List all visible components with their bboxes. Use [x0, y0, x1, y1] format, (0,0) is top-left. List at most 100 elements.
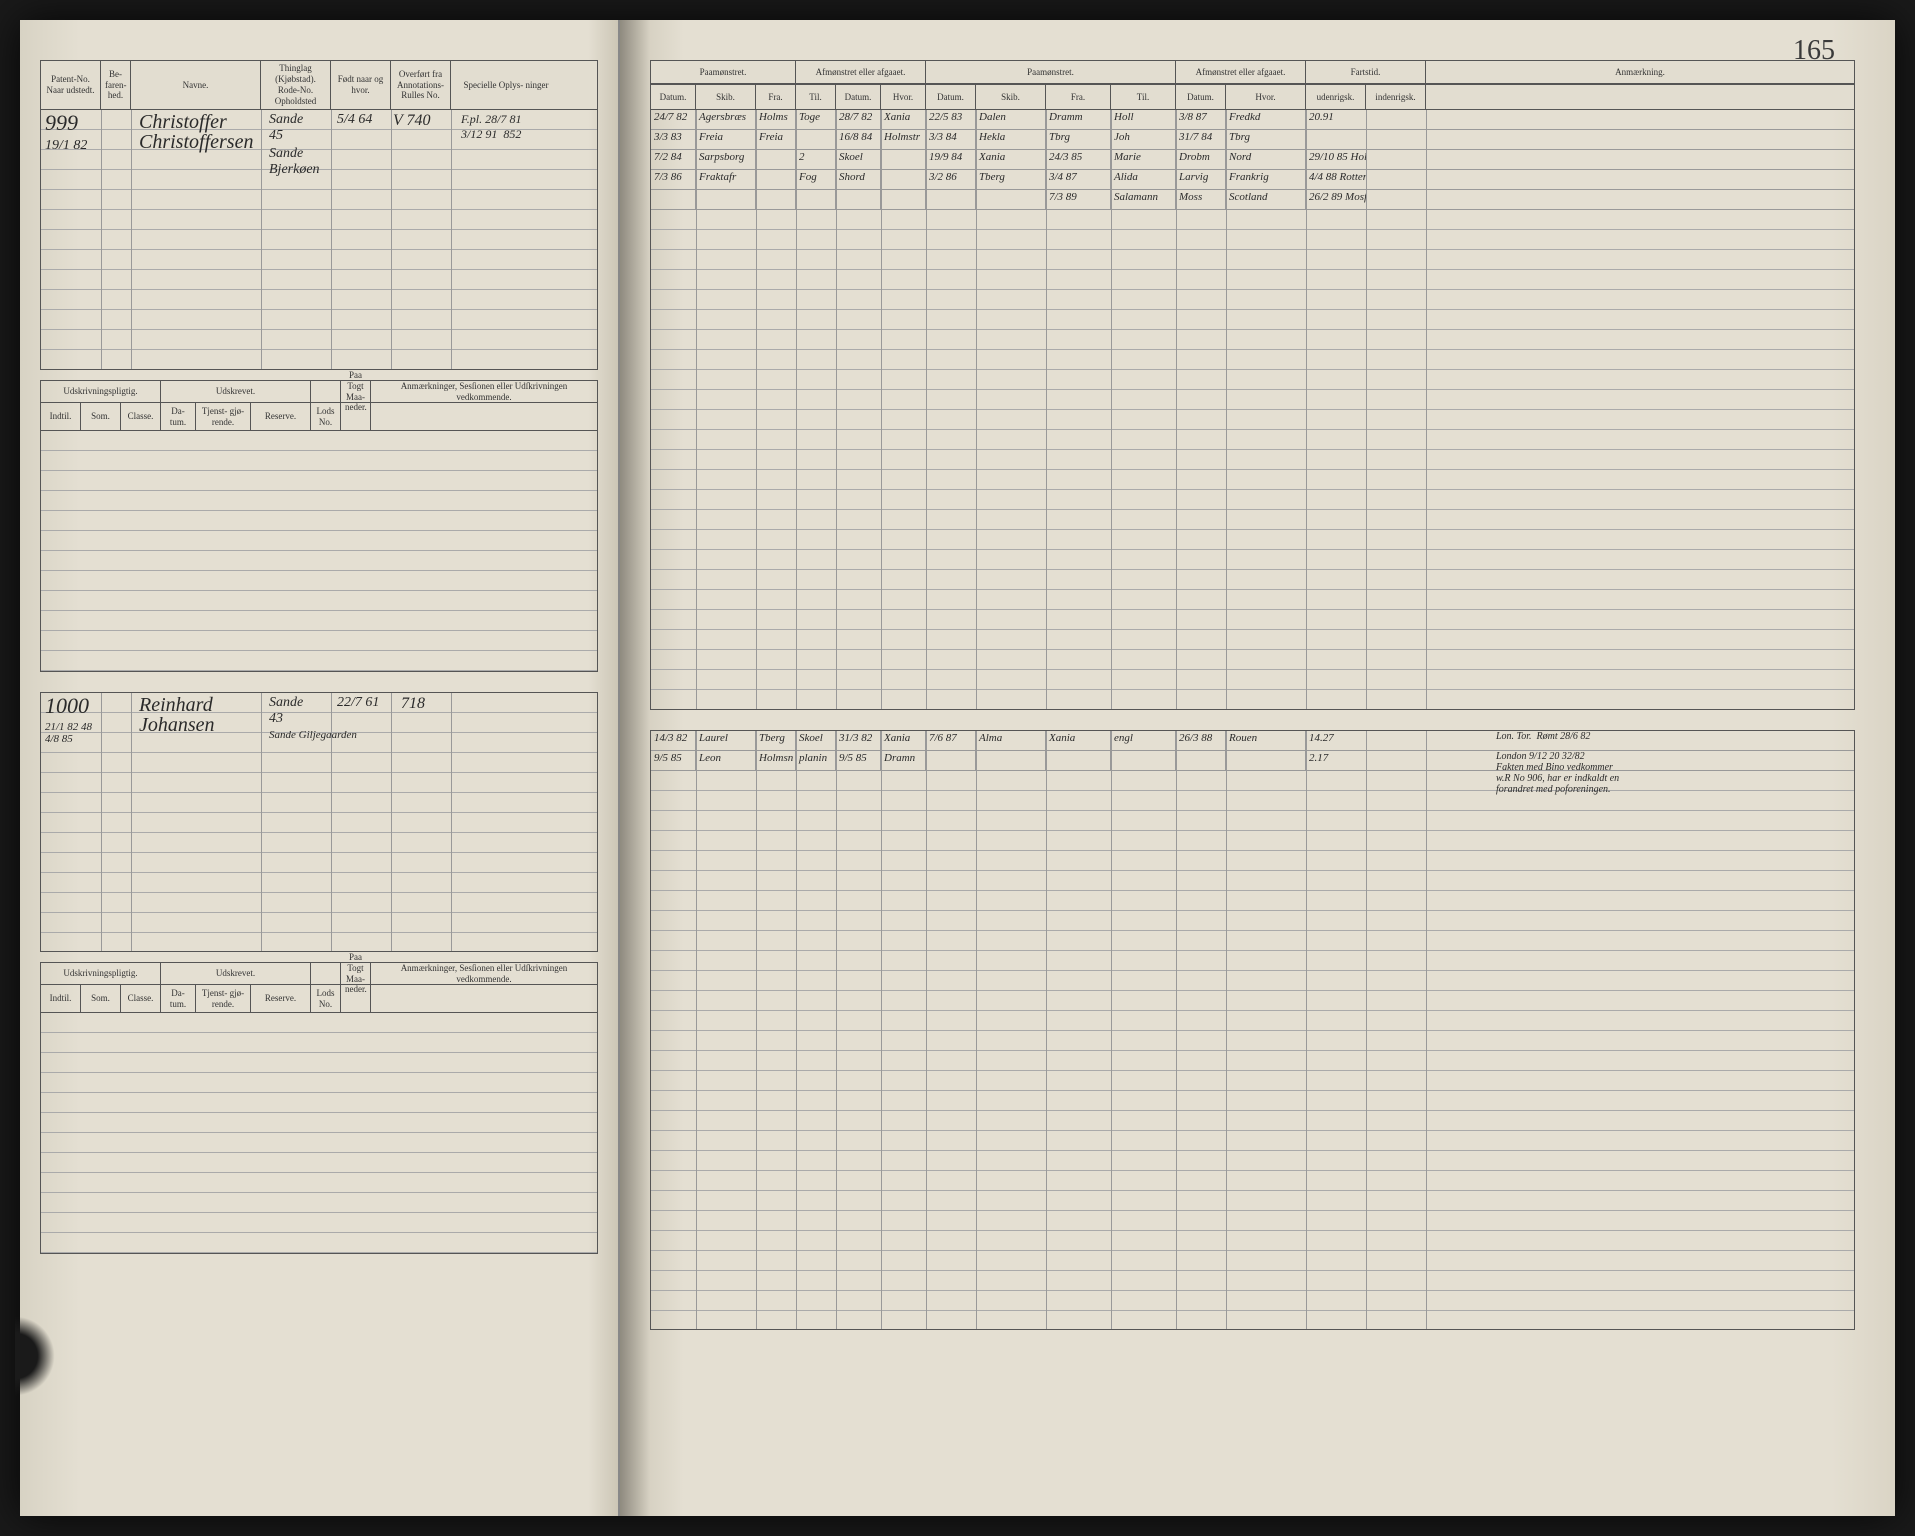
- table-cell: 31/3 82: [836, 731, 881, 750]
- table-cell: Joh: [1111, 130, 1176, 149]
- table-cell: Leon: [696, 751, 756, 770]
- hdr-r-uden: udenrigsk.: [1306, 85, 1366, 109]
- table-cell: 3/4 87: [1046, 170, 1111, 189]
- table-cell: 7/3 89: [1046, 190, 1111, 209]
- table-cell: 2.17: [1306, 751, 1366, 770]
- table-cell: 20.91: [1306, 110, 1366, 129]
- table-cell: Tbrg: [1226, 130, 1306, 149]
- hdr-afmonstret2: Afmønstret eller afgaaet.: [1176, 61, 1306, 83]
- table-cell: Sarpsborg: [696, 150, 756, 169]
- table-cell: Dramn: [881, 751, 926, 770]
- lower-right-section: 14/3 82LaurelTbergSkoel31/3 82Xania7/6 8…: [650, 730, 1855, 1330]
- birthplace-1000: Sande Giljegaarden: [269, 729, 357, 741]
- sub-data-1: [41, 431, 597, 671]
- table-cell: [926, 751, 976, 770]
- left-page: Patent-No. Naar udstedt. Be- faren- hed.…: [20, 20, 620, 1516]
- table-cell: Toge: [796, 110, 836, 129]
- header-row-right-top: Paamønstret. Afmønstret eller afgaaet. P…: [650, 60, 1855, 84]
- table-cell: [696, 190, 756, 209]
- header-row-right-sub: Datum. Skib. Fra. Til. Datum. Hvor. Datu…: [650, 84, 1855, 110]
- table-cell: Holmsn: [756, 751, 796, 770]
- hdr-classe2: Classe.: [121, 985, 161, 1012]
- date-999: 19/1 82: [45, 138, 87, 154]
- hdr-r-datum3: Datum.: [926, 85, 976, 109]
- table-cell: [926, 190, 976, 209]
- data-area-1000: 1000 21/1 82 48 4/8 85 Reinhard Johansen…: [40, 692, 598, 952]
- table-cell: 24/7 82: [651, 110, 696, 129]
- table-cell: [836, 190, 881, 209]
- table-cell: Shord: [836, 170, 881, 189]
- table-cell: [756, 190, 796, 209]
- table-cell: Nord: [1226, 150, 1306, 169]
- header-row-left: Patent-No. Naar udstedt. Be- faren- hed.…: [40, 60, 598, 110]
- hdr-specielle: Specielle Oplys- ninger: [451, 61, 561, 109]
- hdr-classe: Classe.: [121, 403, 161, 430]
- table-cell: 9/5 85: [651, 751, 696, 770]
- table-cell: Scotland: [1226, 190, 1306, 209]
- table-cell: Salamann: [1111, 190, 1176, 209]
- table-cell: 22/5 83: [926, 110, 976, 129]
- remark-text: Lon. Tor. Rømt 28/6 82: [1496, 731, 1590, 742]
- table-cell: Fredkd: [1226, 110, 1306, 129]
- table-cell: 7/2 84: [651, 150, 696, 169]
- hdr-paamonstret2: Paamønstret.: [926, 61, 1176, 83]
- hdr-r-datum4: Datum.: [1176, 85, 1226, 109]
- sub-data-2: [41, 1013, 597, 1253]
- table-cell: Alida: [1111, 170, 1176, 189]
- table-cell: 26/3 88: [1176, 731, 1226, 750]
- table-cell: [1226, 751, 1306, 770]
- hdr-r-til1: Til.: [796, 85, 836, 109]
- table-cell: 9/5 85: [836, 751, 881, 770]
- table-cell: Marie: [1111, 150, 1176, 169]
- table-cell: [1046, 751, 1111, 770]
- hdr-r-fra2: Fra.: [1046, 85, 1111, 109]
- table-cell: Xania: [881, 110, 926, 129]
- table-row: 9/5 85LeonHolmsnplanin9/5 85Dramn2.17: [651, 751, 1854, 771]
- table-cell: Tbrg: [1046, 130, 1111, 149]
- table-cell: 2: [796, 150, 836, 169]
- upper-left-section: Patent-No. Naar udstedt. Be- faren- hed.…: [40, 60, 598, 672]
- table-cell: Tberg: [976, 170, 1046, 189]
- spine-shadow: [620, 20, 650, 1516]
- hdr-fodt: Født naar og hvor.: [331, 61, 391, 109]
- hdr-paatogt2: Paa Togt Maa- neder.: [341, 963, 371, 984]
- table-cell: planin: [796, 751, 836, 770]
- table-cell: Holl: [1111, 110, 1176, 129]
- table-cell: Xania: [1046, 731, 1111, 750]
- table-cell: Holmstr: [881, 130, 926, 149]
- table-cell: 29/10 85 Holland: [1306, 150, 1366, 169]
- hdr-udskrevet2: Udskrevet.: [161, 963, 311, 984]
- table-cell: Xania: [881, 731, 926, 750]
- table-cell: Frankrig: [1226, 170, 1306, 189]
- table-cell: [756, 150, 796, 169]
- hdr-datum1: Da- tum.: [161, 403, 196, 430]
- hdr-reserve: Reserve.: [251, 403, 311, 430]
- table-cell: 24/3 85: [1046, 150, 1111, 169]
- ledger-book: Patent-No. Naar udstedt. Be- faren- hed.…: [20, 20, 1895, 1516]
- upper-right-section: Paamønstret. Afmønstret eller afgaaet. P…: [650, 60, 1855, 710]
- data-area-right-bot: 14/3 82LaurelTbergSkoel31/3 82Xania7/6 8…: [650, 730, 1855, 1330]
- right-page: 165 Paamønstret. Afmønstret eller afgaae…: [620, 20, 1895, 1516]
- table-cell: 31/7 84: [1176, 130, 1226, 149]
- table-row: 3/3 83FreiaFreia16/8 84Holmstr3/3 84Hekl…: [651, 130, 1854, 150]
- name-1000: Reinhard Johansen: [139, 695, 269, 735]
- table-cell: 7/6 87: [926, 731, 976, 750]
- table-row: 7/3 86FraktafrFogShord3/2 86Tberg3/4 87A…: [651, 170, 1854, 190]
- hdr-r-inden: indenrigsk.: [1366, 85, 1426, 109]
- thinglag-1000: Sande 43: [269, 695, 303, 727]
- hdr-r-datum1: Datum.: [651, 85, 696, 109]
- table-cell: [881, 170, 926, 189]
- table-row: 7/2 84Sarpsborg2Skoel19/9 84Xania24/3 85…: [651, 150, 1854, 170]
- hdr-lodno2: Lods No.: [311, 985, 341, 1012]
- table-cell: Laurel: [696, 731, 756, 750]
- hdr-befarenhed: Be- faren- hed.: [101, 61, 131, 109]
- table-cell: [651, 190, 696, 209]
- remark-text: London 9/12 20 32/82 Fakten med Bino ved…: [1496, 751, 1619, 795]
- hdr-tjenstgj: Tjenst- gjø- rende.: [196, 403, 251, 430]
- table-cell: Freia: [696, 130, 756, 149]
- hdr-r-skib2: Skib.: [976, 85, 1046, 109]
- hdr-indtil: Indtil.: [41, 403, 81, 430]
- table-cell: Fraktafr: [696, 170, 756, 189]
- table-cell: Dramm: [1046, 110, 1111, 129]
- table-cell: [1111, 751, 1176, 770]
